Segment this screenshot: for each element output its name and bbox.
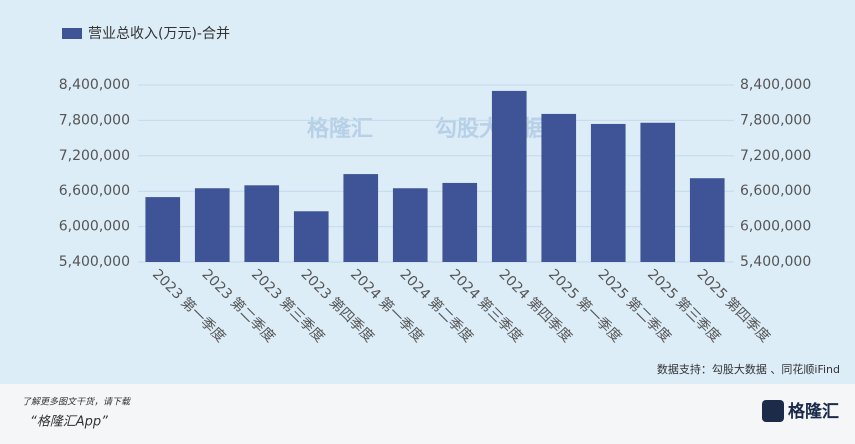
bar (541, 113, 577, 262)
y-tick-label: 6,000,000 (59, 219, 130, 235)
bar (194, 188, 230, 262)
y-tick-label: 7,800,000 (59, 112, 130, 128)
y-tick-label: 5,400,000 (59, 254, 130, 270)
legend-label: 营业总收入(万元)-合并 (88, 26, 230, 42)
footer-text: 了解更多图文干货，请下载 (22, 397, 131, 408)
y-tick-label: 8,400,000 (59, 77, 130, 93)
y2-tick-label: 7,800,000 (740, 112, 811, 128)
footer-background (0, 384, 855, 444)
logo-text: 格隆汇 (788, 401, 839, 422)
footer-text: “格隆汇App” (30, 415, 108, 430)
bar (590, 123, 626, 262)
bar (442, 182, 478, 262)
legend-swatch (62, 28, 82, 39)
y-tick-label: 7,200,000 (59, 148, 130, 164)
bar (689, 178, 725, 262)
bar (491, 90, 527, 263)
y-tick-label: 6,600,000 (59, 183, 130, 199)
bar (392, 188, 428, 262)
y2-tick-label: 6,600,000 (740, 183, 811, 199)
y2-tick-label: 6,000,000 (740, 219, 811, 235)
y2-tick-label: 8,400,000 (740, 77, 811, 93)
bar (293, 211, 329, 262)
y2-tick-label: 5,400,000 (740, 254, 811, 270)
bar (343, 174, 379, 262)
source-note: 数据支持：勾股大数据 、同花顺iFind (657, 362, 840, 376)
y2-tick-label: 7,200,000 (740, 148, 811, 164)
bar (640, 122, 676, 262)
logo-icon (762, 400, 784, 422)
bar (145, 197, 181, 262)
bar (244, 185, 280, 262)
